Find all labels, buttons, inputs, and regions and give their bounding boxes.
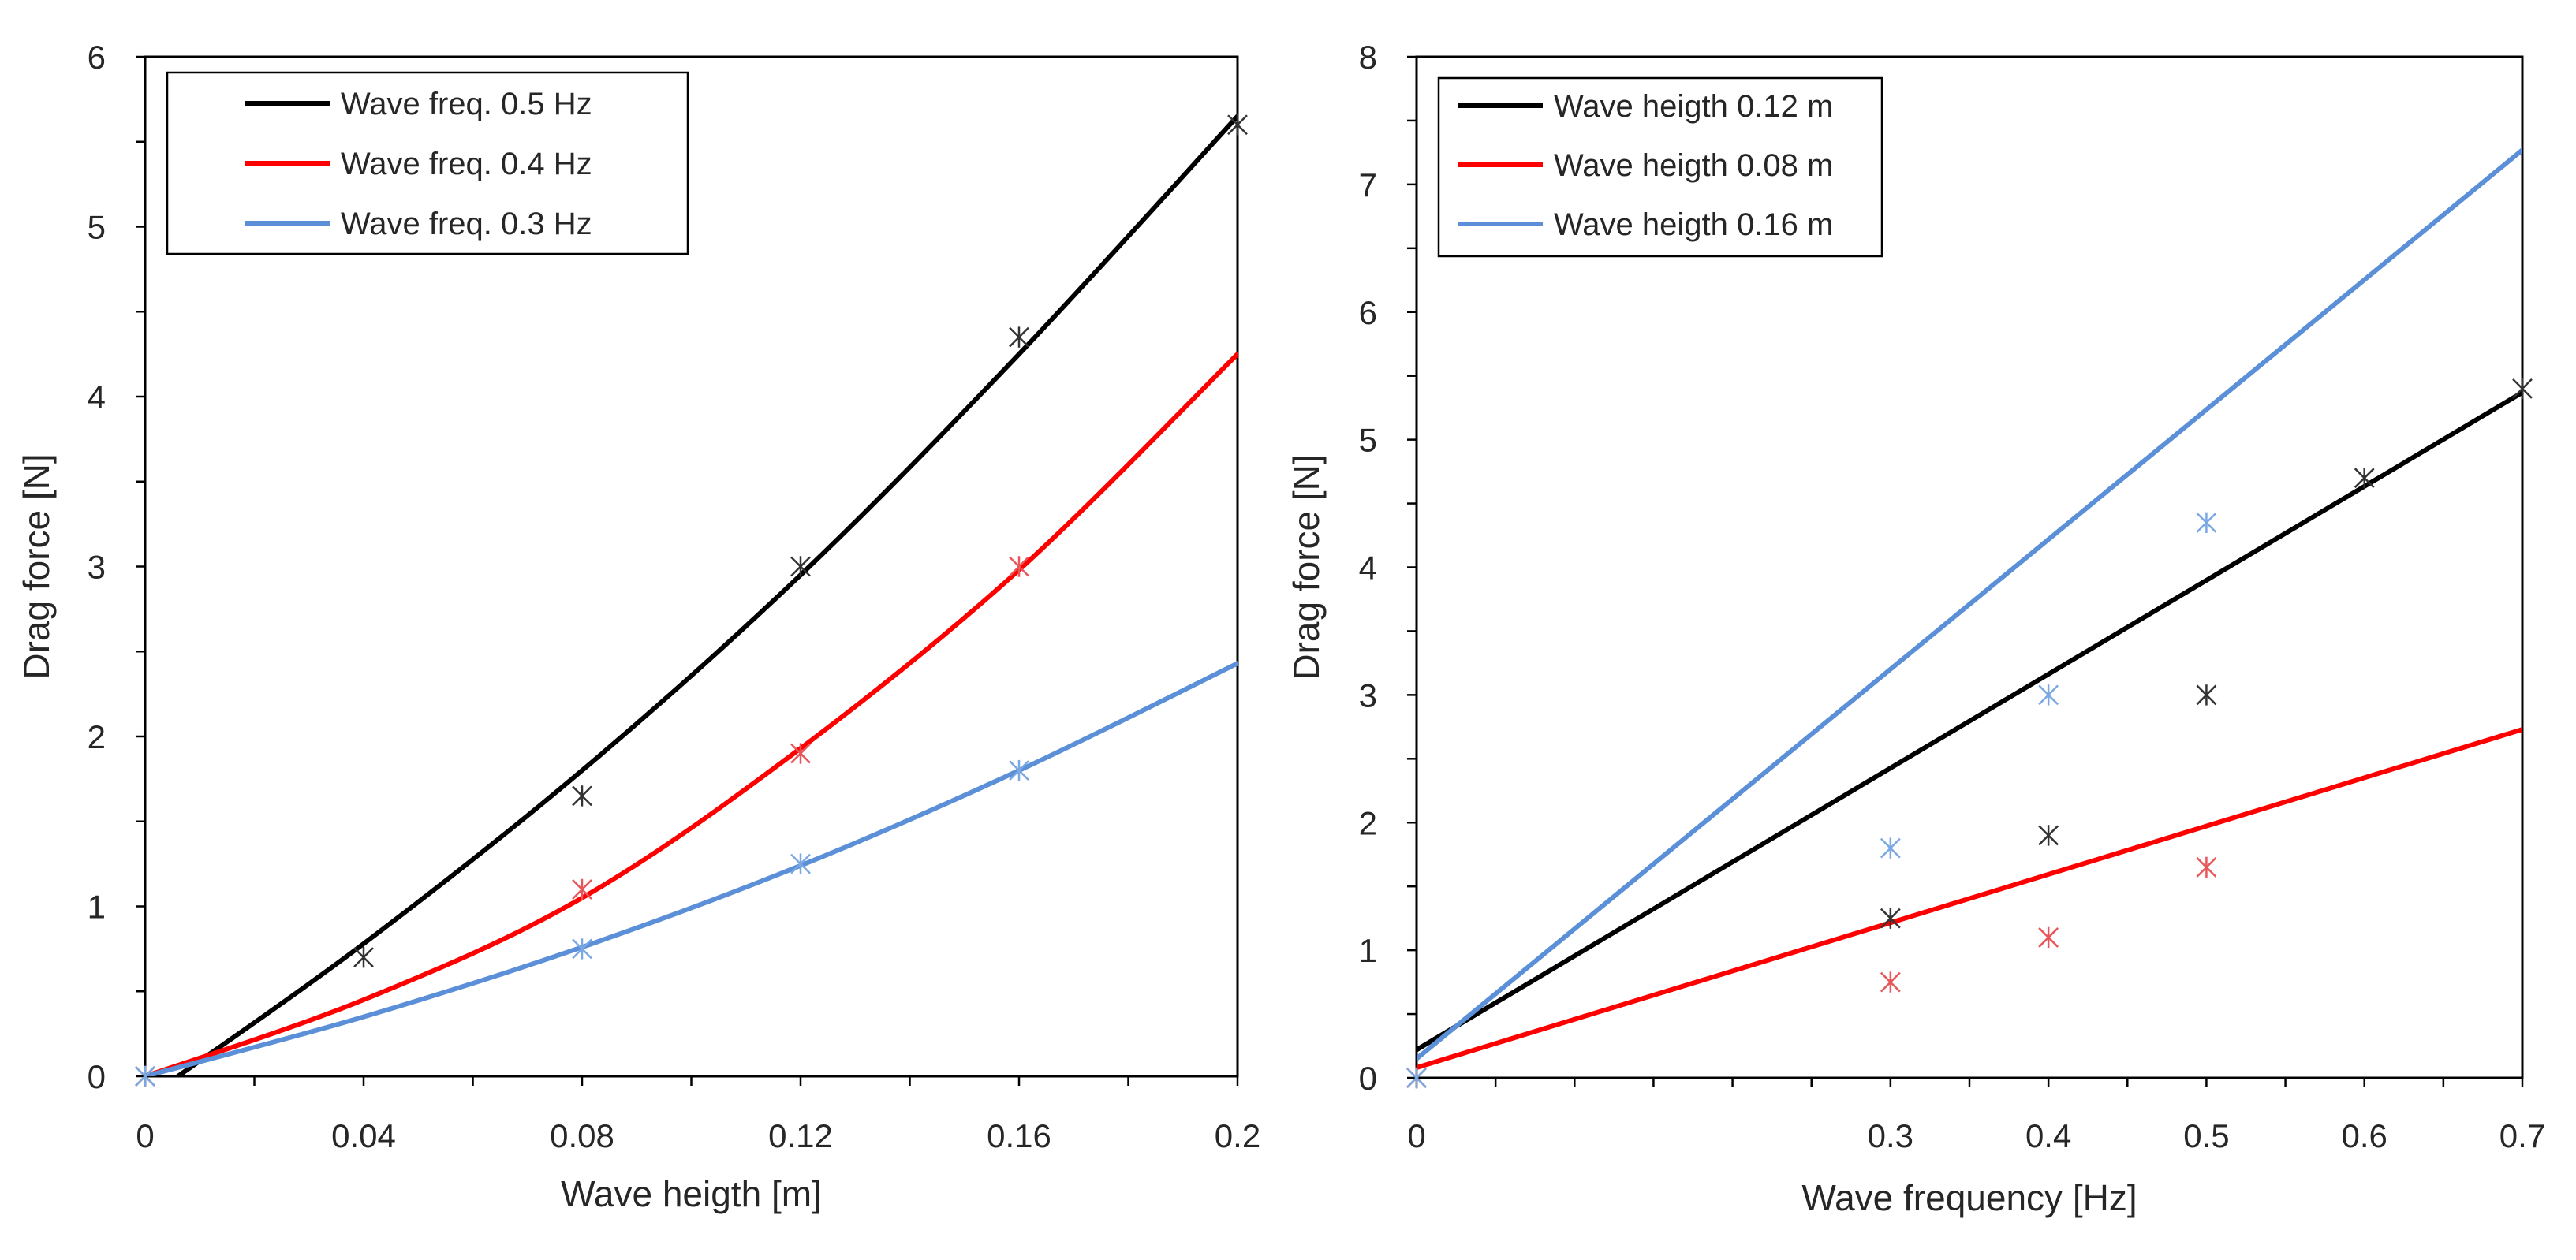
data-point-series-2: [1009, 759, 1029, 781]
y-tick-label: 3: [1359, 677, 1377, 714]
y-tick-label: 6: [88, 39, 106, 76]
x-tick-label: 0.4: [2025, 1117, 2071, 1154]
legend-label-series-0: Wave freq. 0.5 Hz: [341, 87, 592, 121]
data-point-series-0: [2038, 825, 2059, 846]
y-tick-label: 3: [88, 549, 106, 586]
x-tick-label: 0.7: [2499, 1117, 2545, 1154]
legend: Wave heigth 0.12 m Wave heigth 0.08 m Wave…: [1437, 76, 1883, 258]
legend-label-series-1: Wave freq. 0.4 Hz: [341, 147, 592, 181]
data-point-series-0: [1227, 114, 1248, 136]
x-tick-label: 0.16: [987, 1117, 1051, 1154]
drag-vs-wave-height-chart: 0 0.04 0.08 0.12 0.16 0.2 0 1 2 3 4 5 6 Wave heigth […: [16, 39, 1260, 1214]
x-tick-label: 0.3: [1868, 1117, 1913, 1154]
data-point-series-2: [790, 853, 811, 874]
y-tick-label: 0: [88, 1058, 106, 1095]
y-tick-label: 1: [1359, 932, 1377, 969]
x-tick-label: 0.5: [2183, 1117, 2229, 1154]
data-point-series-2: [2196, 512, 2217, 534]
y-tick-label: 1: [88, 889, 106, 926]
data-point-series-0: [2196, 684, 2217, 706]
y-tick-label: 7: [1359, 166, 1377, 203]
data-point-series-2: [1406, 1067, 1427, 1089]
x-tick-label: 0: [1407, 1117, 1425, 1154]
data-point-series-1: [572, 878, 592, 900]
y-axis-label: Drag force [N]: [16, 453, 57, 679]
fit-line-series-2: [145, 661, 1238, 1076]
fit-line-series-2: [1417, 147, 2522, 1061]
data-point-series-0: [572, 785, 592, 807]
data-point-series-1: [1009, 556, 1029, 577]
data-point-series-1: [790, 743, 811, 764]
legend-label-series-1: Wave heigth 0.08 m: [1554, 148, 1833, 183]
data-point-series-2: [572, 938, 592, 960]
data-point-series-1: [1880, 971, 1901, 993]
data-point-series-0: [790, 556, 811, 577]
x-axis-label: Wave heigth [m]: [561, 1173, 822, 1214]
data-point-series-2: [2038, 684, 2059, 706]
y-tick-label: 0: [1359, 1060, 1377, 1097]
y-tick-label: 4: [88, 378, 106, 416]
data-point-series-0: [353, 946, 374, 968]
x-axis-label: Wave frequency [Hz]: [1801, 1177, 2137, 1218]
drag-vs-wave-frequency-chart: 0 0.3 0.4 0.5 0.6 0.7 0 1 2 3 4 5 6 7 8 Wave frequency …: [1286, 39, 2545, 1218]
data-point-series-0: [1009, 326, 1029, 348]
x-tick-label: 0.12: [768, 1117, 833, 1154]
y-tick-label: 5: [88, 209, 106, 246]
data-point-series-0: [1880, 908, 1901, 929]
x-tick-label: 0.04: [331, 1117, 396, 1154]
x-tick-label: 0.08: [550, 1117, 614, 1154]
data-point-series-2: [135, 1065, 155, 1087]
data-point-series-2: [1880, 837, 1901, 859]
y-tick-label: 4: [1359, 550, 1377, 587]
legend-label-series-0: Wave heigth 0.12 m: [1554, 89, 1833, 124]
data-point-series-1: [2038, 926, 2059, 949]
data-point-series-0: [2354, 467, 2375, 489]
x-tick-label: 0.6: [2342, 1117, 2387, 1154]
y-tick-label: 2: [88, 718, 106, 755]
fit-line-series-1: [1417, 727, 2522, 1071]
y-tick-label: 8: [1359, 39, 1377, 76]
legend-label-series-2: Wave freq. 0.3 Hz: [341, 207, 592, 241]
y-tick-label: 6: [1359, 294, 1377, 331]
data-point-series-1: [2196, 856, 2217, 878]
x-tick-label: 0: [136, 1117, 154, 1154]
x-tick-label: 0.2: [1215, 1117, 1260, 1154]
fit-line-series-1: [145, 352, 1238, 1076]
y-tick-label: 2: [1359, 804, 1377, 841]
legend: Wave freq. 0.5 Hz Wave freq. 0.4 Hz Wave f…: [166, 71, 689, 255]
y-tick-label: 5: [1359, 422, 1377, 459]
fit-line-series-0: [1417, 390, 2522, 1053]
fit-line-series-0: [175, 114, 1238, 1076]
data-point-series-0: [2512, 378, 2533, 400]
y-axis-label: Drag force [N]: [1286, 454, 1327, 680]
legend-label-series-2: Wave heigth 0.16 m: [1554, 207, 1833, 242]
